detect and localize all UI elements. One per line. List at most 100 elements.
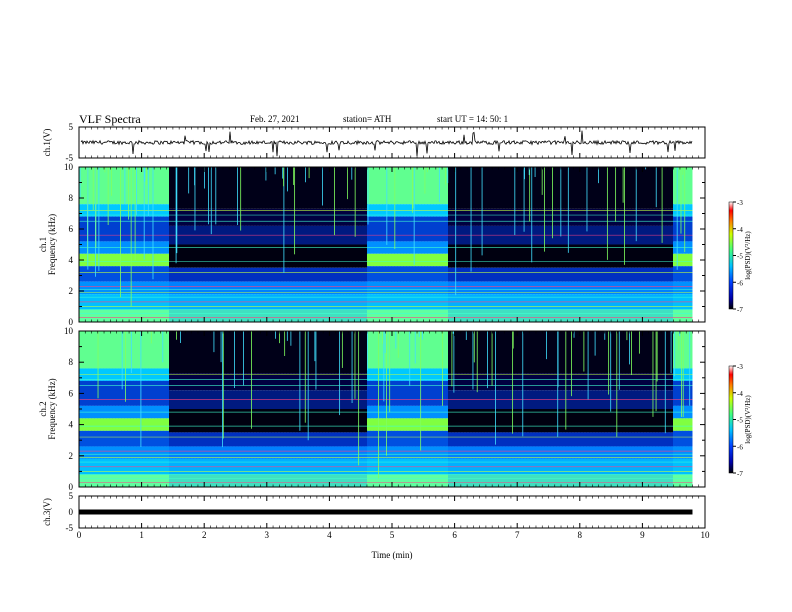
x-tick-label: 2 — [202, 530, 207, 540]
spectrogram-cell — [466, 281, 470, 295]
spectrogram-cell — [439, 331, 443, 369]
spectrogram-cell — [283, 208, 287, 226]
spectrogram-cell — [433, 380, 437, 406]
spectrogram-cell — [685, 446, 689, 459]
spectrogram-cell — [493, 244, 497, 268]
spectrogram-cell — [112, 216, 116, 242]
spectrogram-cell — [256, 474, 260, 487]
spectrogram-cell — [568, 446, 572, 459]
spectrogram-cell — [178, 244, 182, 268]
spectrogram-cell — [571, 267, 575, 282]
spectrogram-cell — [418, 253, 422, 267]
spectrogram-cell — [343, 474, 347, 487]
spectrogram-cell — [388, 253, 392, 267]
spectrogram-cell — [403, 266, 407, 282]
spectrogram-cell — [583, 331, 587, 374]
spectrogram-cell — [226, 167, 230, 209]
spectrogram-cell — [352, 244, 356, 268]
spectrogram-cell — [451, 432, 455, 447]
spectrogram-cell — [517, 167, 521, 209]
spectrogram-cell — [646, 167, 650, 209]
spectrogram-cell — [649, 267, 653, 282]
spectrogram-cell — [406, 474, 410, 487]
spectrogram-cell — [604, 309, 608, 322]
spectrogram-cell — [340, 208, 344, 226]
spectrogram-cell — [622, 331, 626, 374]
spectrogram-cell — [208, 432, 212, 447]
spectrogram-cell — [430, 253, 434, 267]
spectrogram-cell — [475, 373, 479, 391]
spectrogram-cell — [166, 216, 170, 242]
spectrogram-cell — [154, 216, 158, 242]
spectrogram-cell — [307, 281, 311, 295]
spectrogram-cell — [577, 373, 581, 391]
spectrogram-cell — [250, 281, 254, 295]
spectrogram-cell — [340, 244, 344, 268]
spectrogram-cell — [478, 309, 482, 322]
spectrogram-cell — [133, 430, 137, 447]
spectrogram-cell — [493, 208, 497, 226]
spectrogram-cell — [319, 409, 323, 433]
colorbar-tick-label: -4 — [737, 226, 743, 234]
spectrogram-cell — [631, 309, 635, 322]
spectrogram-cell — [346, 244, 350, 268]
spectrogram-cell — [154, 430, 158, 447]
spectrogram-cell — [379, 167, 383, 205]
spectrogram-cell — [364, 309, 368, 322]
spectrogram-cell — [178, 331, 182, 374]
spectrogram-cell — [481, 432, 485, 447]
x-tick-label: 9 — [640, 530, 645, 540]
spectrogram-cell — [445, 331, 449, 369]
spectrogram-cell — [574, 409, 578, 433]
spectrogram-cell — [496, 474, 500, 487]
spectrogram-cell — [94, 281, 98, 295]
spectrogram-cell — [118, 167, 122, 205]
spectrogram-cell — [130, 446, 134, 459]
spectrogram-cell — [181, 167, 185, 209]
spectrogram-cell — [619, 244, 623, 268]
spectrogram-cell — [226, 474, 230, 487]
spectrogram-cell — [436, 446, 440, 459]
spectrogram-cell — [646, 474, 650, 487]
spectrogram-cell — [523, 409, 527, 433]
spectrogram-cell — [460, 281, 464, 295]
spectrogram-cell — [595, 281, 599, 295]
ch1-y-tick-label: 5 — [69, 122, 74, 132]
spectrogram-cell — [436, 474, 440, 487]
spectrogram-cell — [640, 281, 644, 295]
spectrogram-cell — [412, 430, 416, 447]
spectrogram-cell — [115, 380, 119, 406]
spectrogram-cell — [259, 373, 263, 391]
spectrogram-cell — [280, 208, 284, 226]
spectrogram-cell — [244, 281, 248, 295]
spectrogram-cell — [106, 418, 110, 431]
spectrogram-cell — [562, 281, 566, 295]
spectrogram-cell — [331, 474, 335, 487]
spectrogram-cell — [619, 331, 623, 374]
spectrogram-cell — [199, 281, 203, 295]
spectrogram-cell — [316, 244, 320, 268]
spectrogram-cell — [340, 309, 344, 322]
spectrogram-cell — [166, 446, 170, 459]
ch1-y-axis-label: ch.1 — [38, 237, 48, 252]
spectrogram-cell — [163, 474, 167, 487]
spectrogram-cell — [385, 474, 389, 487]
spectrogram-cell — [280, 432, 284, 447]
spectrogram-cell — [610, 331, 614, 374]
spectrogram-cell — [523, 244, 527, 268]
spectrogram-cell — [520, 373, 524, 391]
spectrogram-cell — [397, 418, 401, 431]
spectrogram-cell — [244, 432, 248, 447]
spectrogram-cell — [565, 409, 569, 433]
spectrogram-cell — [427, 309, 431, 322]
spectrogram-cell — [223, 281, 227, 295]
spectrogram-cell — [181, 309, 185, 322]
spectrogram-cell — [337, 373, 341, 391]
spectrogram-cell — [283, 281, 287, 295]
spectrogram-cell — [349, 474, 353, 487]
spectrogram-cell — [190, 244, 194, 268]
spectrogram-cell — [661, 281, 665, 295]
spectrogram-cell — [352, 167, 356, 209]
spectrogram-cell — [439, 253, 443, 267]
spectrogram-cell — [142, 380, 146, 406]
